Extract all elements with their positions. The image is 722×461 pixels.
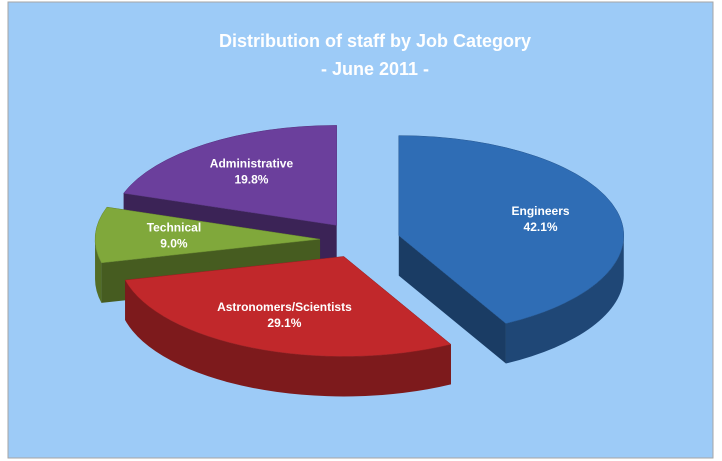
slice-side [398, 235, 506, 364]
slice-label: Astronomers/Scientists [217, 300, 352, 314]
slice [123, 125, 337, 226]
slice-label: Technical [147, 221, 201, 235]
slice [124, 256, 452, 357]
slice-wall [125, 280, 451, 397]
slice-label: Administrative [210, 157, 294, 171]
chart-subtitle: - June 2011 - [321, 59, 429, 79]
slice-wall [505, 235, 624, 364]
labels: Administrative 19.8% Engineers 42.1% Technic… [147, 157, 570, 330]
chart-title: Distribution of staff by Job Category [219, 31, 531, 51]
slice [398, 135, 624, 324]
pie [94, 125, 624, 397]
slice-wall [95, 239, 102, 303]
value-label: 42.1% [524, 220, 558, 234]
value-label: 9.0% [160, 237, 188, 251]
slice-label: Engineers [512, 204, 570, 218]
slice [94, 206, 321, 264]
value-label: 19.8% [234, 173, 268, 187]
value-label: 29.1% [267, 316, 301, 330]
